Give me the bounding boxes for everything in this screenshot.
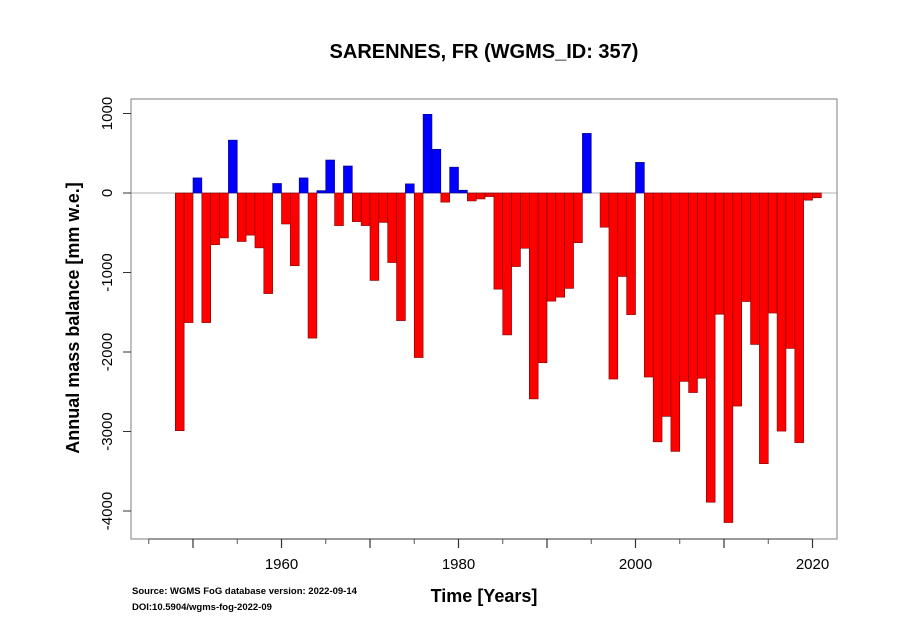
bar-1955 (236, 192, 247, 242)
bar-1953 (219, 192, 229, 239)
doi-note: DOI:10.5904/wgms-fog-2022-09 (132, 602, 272, 613)
bar-2015 (767, 192, 778, 314)
bar-2010 (723, 192, 734, 523)
bar-2016 (776, 192, 787, 432)
source-note: Source: WGMS FoG database version: 2022-… (132, 586, 358, 597)
bar-1999 (626, 192, 636, 315)
bar-1949 (183, 192, 194, 323)
bar-1964 (316, 190, 327, 194)
y-tick-label: -4000 (99, 492, 116, 530)
bar-1997 (608, 192, 619, 380)
x-axis-title: Time [Years] (431, 586, 538, 606)
bar-1975 (413, 192, 424, 358)
bar-1988 (528, 192, 539, 400)
bar-2007 (697, 192, 707, 379)
bar-1979 (449, 166, 459, 194)
bar-1959 (272, 183, 282, 194)
bar-1976 (422, 114, 433, 194)
y-axis-title: Annual mass balance [mm w.e.] (63, 182, 83, 453)
bar-2009 (714, 192, 725, 315)
bar-1963 (307, 192, 318, 339)
bar-1974 (405, 183, 415, 194)
chart-title: SARENNES, FR (WGMS_ID: 357) (330, 41, 639, 63)
bar-1984 (493, 192, 504, 290)
y-tick-label: 0 (99, 189, 116, 197)
bar-1985 (502, 192, 512, 336)
bar-1989 (537, 192, 548, 364)
bar-1952 (210, 192, 220, 245)
bar-1991 (555, 192, 565, 298)
bar-1977 (431, 148, 442, 194)
bar-1971 (378, 192, 389, 223)
bar-1978 (440, 192, 450, 203)
bar-1956 (245, 192, 256, 236)
y-axis: 1000 0 -1000 -2000 -3000 -4000 (99, 97, 131, 530)
bar-1969 (360, 192, 371, 226)
bar-2019 (803, 192, 813, 201)
bar-1951 (201, 192, 212, 323)
bar-2002 (652, 192, 663, 443)
bar-1993 (573, 192, 583, 243)
bar-1980 (458, 189, 468, 194)
x-tick-label: 1980 (442, 556, 475, 573)
x-tick-label: 2020 (796, 556, 829, 573)
bar-1972 (387, 192, 397, 263)
bar-1970 (369, 192, 380, 281)
bar-1948 (175, 192, 185, 432)
bar-1998 (617, 192, 627, 277)
y-tick-label: -1000 (99, 253, 116, 291)
bar-1987 (520, 192, 530, 249)
bar-2011 (732, 192, 742, 407)
bar-1967 (343, 165, 353, 194)
bar-1982 (475, 192, 486, 200)
bar-1950 (192, 177, 203, 194)
bar-1968 (351, 192, 362, 222)
bar-1983 (484, 192, 495, 197)
y-tick-label: 1000 (99, 97, 116, 130)
y-tick-label: -2000 (99, 333, 116, 371)
bar-1994 (582, 133, 592, 194)
bar-2006 (688, 192, 698, 393)
bar-2000 (635, 162, 645, 194)
bar-2001 (644, 192, 654, 378)
y-tick-label: -3000 (99, 412, 116, 450)
bar-2018 (794, 192, 804, 443)
bar-1986 (511, 192, 521, 267)
bar-1990 (546, 192, 557, 302)
x-tick-label: 1960 (265, 556, 298, 573)
bar-1981 (467, 192, 477, 202)
bar-1965 (325, 159, 335, 194)
bar-2008 (705, 192, 716, 503)
bar-1996 (599, 192, 610, 228)
bar-2013 (750, 192, 760, 345)
bar-1960 (281, 192, 291, 225)
bar-2017 (785, 192, 796, 349)
bar-1966 (334, 192, 344, 226)
bar-2012 (741, 192, 751, 302)
bar-1973 (396, 192, 406, 321)
bar-2020 (812, 192, 822, 199)
bars-group (175, 114, 822, 523)
bar-1957 (254, 192, 265, 249)
x-tick-label: 2000 (619, 556, 652, 573)
bar-1962 (298, 177, 309, 194)
bar-1961 (290, 192, 300, 267)
bar-2014 (759, 192, 769, 465)
bar-1954 (228, 139, 238, 194)
x-axis: 1960 1980 2000 2020 (148, 538, 829, 573)
bar-1958 (263, 192, 273, 294)
bar-2003 (661, 192, 672, 417)
bar-1992 (564, 192, 574, 289)
bar-2004 (670, 192, 681, 452)
bar-2005 (679, 192, 689, 382)
